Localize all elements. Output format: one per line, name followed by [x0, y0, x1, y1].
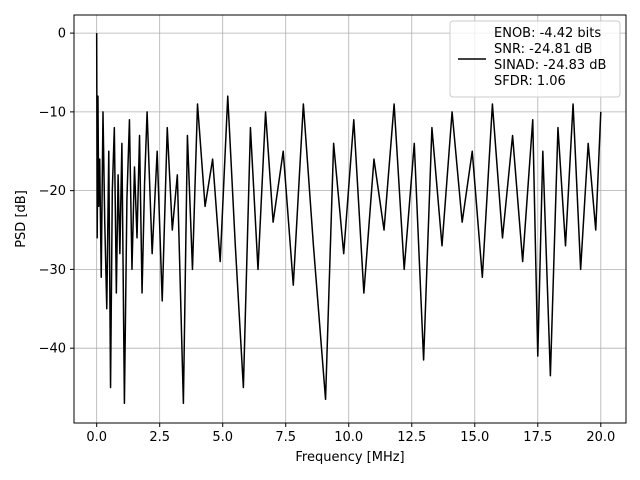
y-tick-label: −40: [39, 342, 66, 357]
series-layer: [95, 33, 602, 405]
x-tick-label: 12.5: [397, 430, 426, 445]
x-tick-label: 17.5: [523, 430, 552, 445]
x-tick-label: 15.0: [460, 430, 489, 445]
x-axis-label: Frequency [MHz]: [295, 450, 404, 465]
x-tick-label: 7.5: [275, 430, 296, 445]
y-axis: 0 −10 −20 −30 −40: [39, 27, 74, 357]
y-axis-label: PSD [dB]: [14, 190, 29, 248]
x-tick-label: 10.0: [334, 430, 363, 445]
y-tick-label: −30: [39, 263, 66, 278]
series-line: [95, 33, 602, 405]
legend-entry: ENOB: -4.42 bits SNR: -24.81 dB SINAD: -24…: [494, 26, 606, 89]
plot-frame: [73, 14, 627, 424]
y-tick-label: −20: [39, 184, 66, 199]
x-tick-label: 2.5: [149, 430, 170, 445]
x-tick-label: 5.0: [212, 430, 233, 445]
y-tick-label: −10: [39, 105, 66, 120]
x-axis: 0.0 2.5 5.0 7.5 10.0 12.5 15.0 17.5 20.0: [86, 423, 615, 445]
x-tick-label: 20.0: [586, 430, 615, 445]
legend-box: [449, 20, 621, 98]
y-tick-label: 0: [58, 27, 66, 42]
legend: ENOB: -4.42 bits SNR: -24.81 dB SINAD: -24…: [449, 20, 621, 98]
x-tick-label: 0.0: [86, 430, 107, 445]
